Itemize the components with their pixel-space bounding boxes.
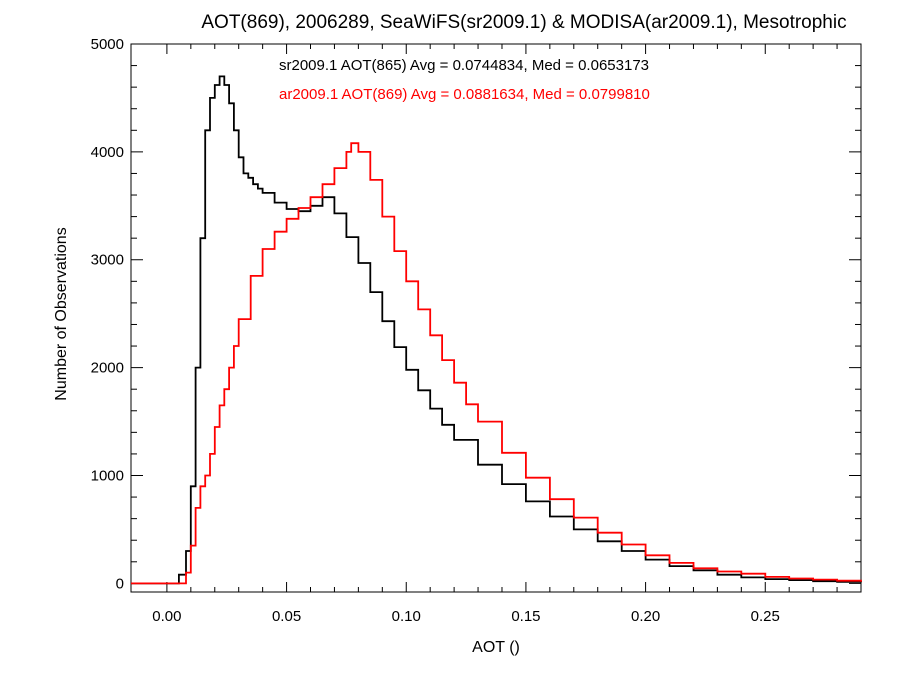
x-tick-label-3: 0.15 <box>511 608 540 625</box>
x-tick-label-5: 0.25 <box>751 608 780 625</box>
y-tick-label-4: 4000 <box>91 144 124 161</box>
series-line-0 <box>131 75 862 585</box>
series-line-1 <box>131 142 862 585</box>
chart-title: AOT(869), 2006289, SeaWiFS(sr2009.1) & M… <box>201 12 846 33</box>
x-tick-label-1: 0.05 <box>272 608 301 625</box>
annotation-black: sr2009.1 AOT(865) Avg = 0.0744834, Med =… <box>279 57 649 74</box>
x-tick-label-2: 0.10 <box>392 608 421 625</box>
y-axis: 0 1000 2000 3000 4000 5000 <box>91 36 861 592</box>
x-tick-label-4: 0.20 <box>631 608 660 625</box>
x-axis: 0.00 0.05 0.10 0.15 0.20 0.25 <box>152 44 838 625</box>
x-axis-label: AOT () <box>472 639 520 656</box>
y-tick-label-5: 5000 <box>91 36 124 53</box>
y-tick-label-0: 0 <box>116 575 124 592</box>
y-tick-label-1: 1000 <box>91 467 124 484</box>
series-layer <box>131 75 862 585</box>
y-axis-label: Number of Observations <box>53 227 70 400</box>
y-tick-label-3: 3000 <box>91 252 124 269</box>
y-tick-label-2: 2000 <box>91 360 124 377</box>
x-tick-label-0: 0.00 <box>152 608 181 625</box>
plot-frame <box>130 43 862 593</box>
annotation-red: ar2009.1 AOT(869) Avg = 0.0881634, Med =… <box>279 86 650 103</box>
